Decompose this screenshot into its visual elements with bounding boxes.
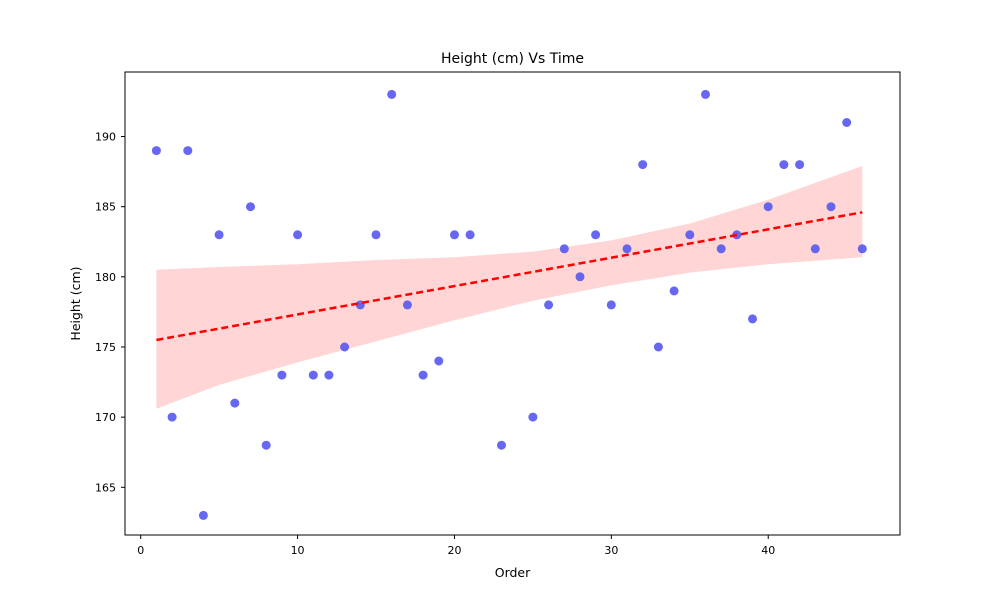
data-point [638,160,648,170]
data-point [685,230,695,240]
data-point [669,286,679,296]
data-point [167,412,177,422]
data-point [544,300,554,310]
x-tick-label: 0 [137,544,144,557]
data-point [465,230,475,240]
data-point [606,300,616,310]
data-point [151,146,161,156]
data-point [795,160,805,170]
y-tick-label: 175 [95,341,116,354]
data-point [198,510,208,520]
data-point [842,118,852,127]
data-point [340,342,350,352]
data-point [308,370,318,380]
plot-frame [124,71,901,536]
points-layer [151,89,867,520]
data-point [246,202,255,212]
data-point [779,160,789,170]
data-point [857,244,867,254]
y-axis-ticks: 165 170 175 180 185 190 [95,131,125,494]
data-point [324,370,334,380]
x-tick-label: 20 [447,544,461,557]
data-point [387,89,397,99]
x-tick-label: 10 [291,544,305,557]
y-tick-label: 170 [95,411,116,424]
x-tick-label: 40 [761,544,775,557]
data-point [810,244,820,254]
data-point [763,202,773,212]
data-point [214,230,224,240]
data-point [591,230,601,240]
y-tick-label: 190 [95,131,116,144]
x-tick-label: 30 [604,544,618,557]
data-point [575,272,585,282]
y-tick-label: 185 [95,201,116,214]
data-point [497,440,506,450]
data-point [559,244,569,254]
confidence-band-layer [156,166,863,409]
data-point [748,314,757,324]
y-tick-label: 180 [95,271,116,284]
regression-line [156,211,863,342]
data-point [528,412,538,422]
data-point [701,89,710,99]
data-point [622,244,632,254]
data-point [371,230,381,240]
data-point [183,146,193,156]
data-point [277,370,287,380]
data-point [716,244,726,254]
data-point [653,342,663,352]
data-point [293,230,303,240]
y-tick-label: 165 [95,481,116,494]
chart-title: Height (cm) Vs Time [441,51,584,67]
x-axis-title: Order [495,565,531,580]
x-axis-ticks: 0 10 20 30 40 [137,535,775,557]
data-point [402,300,412,310]
regression-line-layer [156,211,863,342]
data-point [434,356,444,366]
data-point [261,440,271,450]
y-axis-title: Height (cm) [68,266,83,340]
data-point [450,230,459,240]
data-point [230,398,240,408]
confidence-band [156,166,863,409]
data-point [418,370,428,380]
data-point [826,202,836,212]
